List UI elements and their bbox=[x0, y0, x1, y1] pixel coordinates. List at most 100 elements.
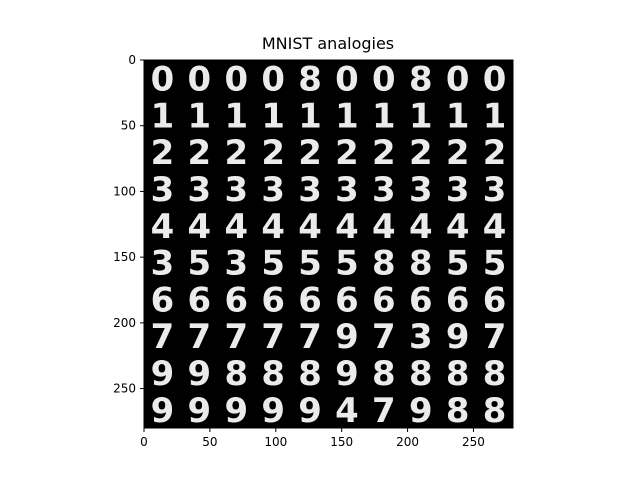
digit-cell: 9 bbox=[298, 391, 322, 430]
digit-cell: 8 bbox=[261, 354, 285, 393]
x-tick-label: 150 bbox=[330, 435, 353, 449]
digit-cell: 5 bbox=[446, 244, 470, 283]
digit-cell: 8 bbox=[483, 391, 507, 430]
digit-cell: 4 bbox=[372, 207, 396, 246]
digit-cell: 2 bbox=[261, 133, 285, 172]
digit-cell: 4 bbox=[483, 207, 507, 246]
digit-cell: 6 bbox=[335, 280, 359, 319]
digit-cell: 0 bbox=[224, 60, 248, 99]
digit-cell: 3 bbox=[261, 170, 285, 209]
y-tick-label: 100 bbox=[113, 184, 136, 198]
digit-cell: 2 bbox=[224, 133, 248, 172]
digit-cell: 8 bbox=[483, 354, 507, 393]
y-tick-label: 200 bbox=[113, 316, 136, 330]
digit-cell: 0 bbox=[446, 60, 470, 99]
digit-cell: 9 bbox=[335, 317, 359, 356]
digit-cell: 0 bbox=[372, 60, 396, 99]
digit-cell: 0 bbox=[335, 60, 359, 99]
digit-cell: 3 bbox=[372, 170, 396, 209]
digit-cell: 6 bbox=[261, 280, 285, 319]
digit-cell: 0 bbox=[188, 60, 212, 99]
digit-cell: 2 bbox=[335, 133, 359, 172]
digit-cell: 4 bbox=[409, 207, 433, 246]
digit-cell: 6 bbox=[409, 280, 433, 319]
digit-cell: 8 bbox=[409, 60, 433, 99]
digit-cell: 4 bbox=[446, 207, 470, 246]
digit-cell: 3 bbox=[224, 170, 248, 209]
digit-cell: 6 bbox=[224, 280, 248, 319]
digit-cell: 3 bbox=[446, 170, 470, 209]
axes-frame bbox=[143, 59, 514, 429]
digit-cell: 9 bbox=[188, 391, 212, 430]
y-tick-label: 150 bbox=[113, 250, 136, 264]
digit-cell: 6 bbox=[151, 280, 175, 319]
digit-cell: 7 bbox=[151, 317, 175, 356]
digit-cell: 7 bbox=[372, 391, 396, 430]
digit-cell: 9 bbox=[224, 391, 248, 430]
digit-cell: 3 bbox=[409, 170, 433, 209]
digit-cell: 3 bbox=[224, 244, 248, 283]
digit-cell: 9 bbox=[151, 354, 175, 393]
digit-cell: 5 bbox=[188, 244, 212, 283]
digit-cell: 2 bbox=[151, 133, 175, 172]
digit-cell: 2 bbox=[372, 133, 396, 172]
digit-cell: 1 bbox=[335, 96, 359, 135]
digit-cell: 8 bbox=[446, 391, 470, 430]
digit-cell: 8 bbox=[298, 354, 322, 393]
digit-cell: 1 bbox=[483, 96, 507, 135]
digit-cell: 1 bbox=[261, 96, 285, 135]
digit-cell: 7 bbox=[224, 317, 248, 356]
digit-cell: 1 bbox=[372, 96, 396, 135]
digit-cell: 1 bbox=[409, 96, 433, 135]
digit-cell: 1 bbox=[298, 96, 322, 135]
digit-cell: 2 bbox=[409, 133, 433, 172]
digit-cell: 5 bbox=[335, 244, 359, 283]
y-tick-label: 250 bbox=[113, 382, 136, 396]
y-tick-label: 0 bbox=[128, 53, 136, 67]
digit-cell: 1 bbox=[224, 96, 248, 135]
digit-cell: 3 bbox=[409, 317, 433, 356]
digit-cell: 1 bbox=[188, 96, 212, 135]
digit-cell: 5 bbox=[483, 244, 507, 283]
digit-cell: 3 bbox=[335, 170, 359, 209]
digit-cell: 3 bbox=[151, 244, 175, 283]
digit-cell: 2 bbox=[483, 133, 507, 172]
digit-cell: 9 bbox=[151, 391, 175, 430]
digit-cell: 6 bbox=[298, 280, 322, 319]
plot-area: 0 0 0 0 8 0 0 8 0 01 1 1 1 1 1 1 1 1 12 2 2 2 2 2 2 2 2 23 3 3 3 3 3 3 3 3 3… bbox=[113, 53, 514, 449]
digit-cell: 8 bbox=[224, 354, 248, 393]
digit-cell: 6 bbox=[188, 280, 212, 319]
digit-cell: 6 bbox=[446, 280, 470, 319]
x-tick-label: 200 bbox=[396, 435, 419, 449]
digit-cell: 4 bbox=[188, 207, 212, 246]
x-tick-label: 50 bbox=[202, 435, 217, 449]
digit-cell: 0 bbox=[261, 60, 285, 99]
digit-cell: 3 bbox=[298, 170, 322, 209]
digit-cell: 7 bbox=[298, 317, 322, 356]
digit-cell: 3 bbox=[151, 170, 175, 209]
image-background bbox=[144, 60, 513, 428]
digit-cell: 9 bbox=[409, 391, 433, 430]
x-tick-label: 100 bbox=[264, 435, 287, 449]
digit-cell: 5 bbox=[298, 244, 322, 283]
y-tick-label: 50 bbox=[121, 119, 136, 133]
digit-cell: 8 bbox=[372, 244, 396, 283]
digit-cell: 6 bbox=[372, 280, 396, 319]
digit-cell: 1 bbox=[151, 96, 175, 135]
digit-cell: 2 bbox=[298, 133, 322, 172]
digit-cell: 3 bbox=[483, 170, 507, 209]
digit-cell: 4 bbox=[224, 207, 248, 246]
digit-cell: 6 bbox=[483, 280, 507, 319]
digit-cell: 0 bbox=[151, 60, 175, 99]
digit-cell: 7 bbox=[483, 317, 507, 356]
digit-cell: 4 bbox=[298, 207, 322, 246]
digit-cell: 8 bbox=[372, 354, 396, 393]
digit-cell: 2 bbox=[188, 133, 212, 172]
digit-cell: 7 bbox=[261, 317, 285, 356]
digit-cell: 4 bbox=[335, 391, 359, 430]
digit-cell: 4 bbox=[261, 207, 285, 246]
x-tick-label: 250 bbox=[462, 435, 485, 449]
digit-cell: 1 bbox=[446, 96, 470, 135]
digit-cell: 7 bbox=[372, 317, 396, 356]
digit-cell: 2 bbox=[446, 133, 470, 172]
